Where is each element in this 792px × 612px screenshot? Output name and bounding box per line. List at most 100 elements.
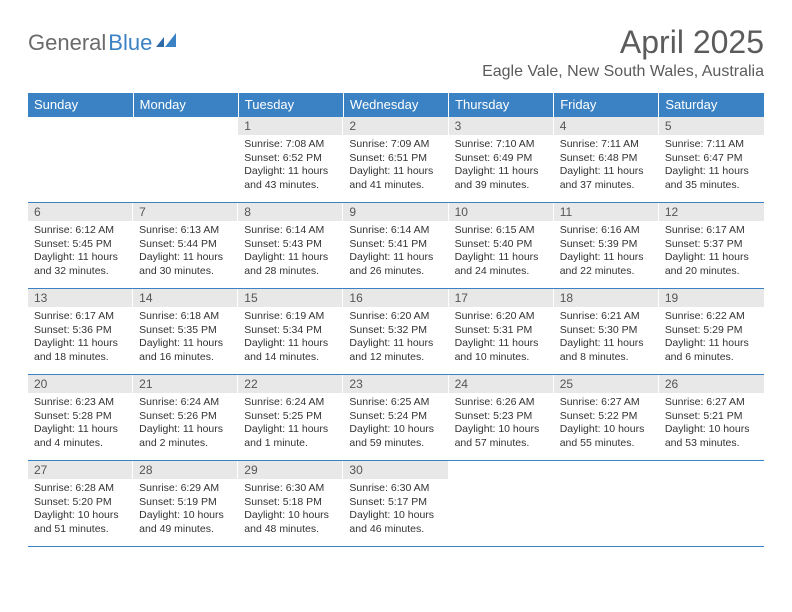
day-number: 13 <box>28 289 133 307</box>
day-number: 24 <box>449 375 554 393</box>
sunrise-text: Sunrise: 7:08 AM <box>244 138 337 152</box>
calendar-day-cell: 1Sunrise: 7:08 AMSunset: 6:52 PMDaylight… <box>238 117 343 203</box>
day-header-row: Sunday Monday Tuesday Wednesday Thursday… <box>28 93 764 117</box>
day-body: Sunrise: 6:17 AMSunset: 5:37 PMDaylight:… <box>659 221 764 283</box>
calendar-day-cell: 10Sunrise: 6:15 AMSunset: 5:40 PMDayligh… <box>449 203 554 289</box>
daylight-text: Daylight: 10 hours and 55 minutes. <box>560 423 653 450</box>
daylight-text: Daylight: 10 hours and 59 minutes. <box>349 423 442 450</box>
day-body: Sunrise: 6:17 AMSunset: 5:36 PMDaylight:… <box>28 307 133 369</box>
sunset-text: Sunset: 5:20 PM <box>34 496 127 510</box>
day-number: 15 <box>238 289 343 307</box>
sunset-text: Sunset: 5:24 PM <box>349 410 442 424</box>
sunset-text: Sunset: 6:49 PM <box>455 152 548 166</box>
calendar-week-row: 1Sunrise: 7:08 AMSunset: 6:52 PMDaylight… <box>28 117 764 203</box>
daylight-text: Daylight: 11 hours and 24 minutes. <box>455 251 548 278</box>
page-header: GeneralBlue April 2025 Eagle Vale, New S… <box>28 24 764 81</box>
day-body: Sunrise: 6:24 AMSunset: 5:26 PMDaylight:… <box>133 393 238 455</box>
day-number: 27 <box>28 461 133 479</box>
daylight-text: Daylight: 11 hours and 1 minute. <box>244 423 337 450</box>
sunrise-text: Sunrise: 7:10 AM <box>455 138 548 152</box>
month-title: April 2025 <box>482 24 764 61</box>
logo-word2: Blue <box>108 30 152 56</box>
sunrise-text: Sunrise: 6:14 AM <box>349 224 442 238</box>
day-number: 1 <box>238 117 343 135</box>
calendar-week-row: 27Sunrise: 6:28 AMSunset: 5:20 PMDayligh… <box>28 461 764 547</box>
day-body: Sunrise: 6:19 AMSunset: 5:34 PMDaylight:… <box>238 307 343 369</box>
sunset-text: Sunset: 5:30 PM <box>560 324 653 338</box>
calendar-day-cell: 26Sunrise: 6:27 AMSunset: 5:21 PMDayligh… <box>659 375 764 461</box>
sunrise-text: Sunrise: 6:12 AM <box>34 224 127 238</box>
logo: GeneralBlue <box>28 30 180 56</box>
day-header: Sunday <box>28 93 133 117</box>
calendar-day-cell: 5Sunrise: 7:11 AMSunset: 6:47 PMDaylight… <box>659 117 764 203</box>
daylight-text: Daylight: 11 hours and 12 minutes. <box>349 337 442 364</box>
day-body: Sunrise: 6:23 AMSunset: 5:28 PMDaylight:… <box>28 393 133 455</box>
day-number: 3 <box>449 117 554 135</box>
day-number: 19 <box>659 289 764 307</box>
sunset-text: Sunset: 5:21 PM <box>665 410 758 424</box>
sunset-text: Sunset: 5:18 PM <box>244 496 337 510</box>
sunrise-text: Sunrise: 6:16 AM <box>560 224 653 238</box>
day-body: Sunrise: 6:20 AMSunset: 5:32 PMDaylight:… <box>343 307 448 369</box>
day-number: 21 <box>133 375 238 393</box>
sunset-text: Sunset: 5:35 PM <box>139 324 232 338</box>
daylight-text: Daylight: 11 hours and 39 minutes. <box>455 165 548 192</box>
sunrise-text: Sunrise: 7:11 AM <box>665 138 758 152</box>
calendar-day-cell: 13Sunrise: 6:17 AMSunset: 5:36 PMDayligh… <box>28 289 133 375</box>
sunrise-text: Sunrise: 6:20 AM <box>455 310 548 324</box>
calendar-day-cell: 27Sunrise: 6:28 AMSunset: 5:20 PMDayligh… <box>28 461 133 547</box>
day-body: Sunrise: 6:12 AMSunset: 5:45 PMDaylight:… <box>28 221 133 283</box>
day-number: 4 <box>554 117 659 135</box>
sunset-text: Sunset: 5:29 PM <box>665 324 758 338</box>
calendar-day-cell: 4Sunrise: 7:11 AMSunset: 6:48 PMDaylight… <box>554 117 659 203</box>
day-body: Sunrise: 7:11 AMSunset: 6:47 PMDaylight:… <box>659 135 764 197</box>
day-number: 20 <box>28 375 133 393</box>
day-body: Sunrise: 6:26 AMSunset: 5:23 PMDaylight:… <box>449 393 554 455</box>
day-body: Sunrise: 6:18 AMSunset: 5:35 PMDaylight:… <box>133 307 238 369</box>
day-header: Thursday <box>449 93 554 117</box>
daylight-text: Daylight: 10 hours and 49 minutes. <box>139 509 232 536</box>
calendar-day-cell <box>659 461 764 547</box>
day-number: 11 <box>554 203 659 221</box>
day-number: 25 <box>554 375 659 393</box>
sunset-text: Sunset: 5:19 PM <box>139 496 232 510</box>
sunset-text: Sunset: 5:40 PM <box>455 238 548 252</box>
sunrise-text: Sunrise: 6:17 AM <box>34 310 127 324</box>
day-body: Sunrise: 7:11 AMSunset: 6:48 PMDaylight:… <box>554 135 659 197</box>
day-number: 6 <box>28 203 133 221</box>
calendar-day-cell: 24Sunrise: 6:26 AMSunset: 5:23 PMDayligh… <box>449 375 554 461</box>
sunrise-text: Sunrise: 6:24 AM <box>244 396 337 410</box>
daylight-text: Daylight: 11 hours and 14 minutes. <box>244 337 337 364</box>
calendar-day-cell: 11Sunrise: 6:16 AMSunset: 5:39 PMDayligh… <box>554 203 659 289</box>
calendar-day-cell: 7Sunrise: 6:13 AMSunset: 5:44 PMDaylight… <box>133 203 238 289</box>
sunrise-text: Sunrise: 7:11 AM <box>560 138 653 152</box>
daylight-text: Daylight: 11 hours and 4 minutes. <box>34 423 127 450</box>
day-body: Sunrise: 6:21 AMSunset: 5:30 PMDaylight:… <box>554 307 659 369</box>
day-body: Sunrise: 6:15 AMSunset: 5:40 PMDaylight:… <box>449 221 554 283</box>
daylight-text: Daylight: 11 hours and 18 minutes. <box>34 337 127 364</box>
day-body: Sunrise: 6:16 AMSunset: 5:39 PMDaylight:… <box>554 221 659 283</box>
calendar-body: 1Sunrise: 7:08 AMSunset: 6:52 PMDaylight… <box>28 117 764 547</box>
day-number: 12 <box>659 203 764 221</box>
daylight-text: Daylight: 11 hours and 20 minutes. <box>665 251 758 278</box>
sunset-text: Sunset: 5:32 PM <box>349 324 442 338</box>
calendar-day-cell: 29Sunrise: 6:30 AMSunset: 5:18 PMDayligh… <box>238 461 343 547</box>
sunset-text: Sunset: 5:43 PM <box>244 238 337 252</box>
day-header: Friday <box>554 93 659 117</box>
sunset-text: Sunset: 5:37 PM <box>665 238 758 252</box>
sunrise-text: Sunrise: 7:09 AM <box>349 138 442 152</box>
sunset-text: Sunset: 5:25 PM <box>244 410 337 424</box>
calendar-day-cell: 25Sunrise: 6:27 AMSunset: 5:22 PMDayligh… <box>554 375 659 461</box>
daylight-text: Daylight: 11 hours and 22 minutes. <box>560 251 653 278</box>
sunset-text: Sunset: 5:23 PM <box>455 410 548 424</box>
day-number: 10 <box>449 203 554 221</box>
day-number: 14 <box>133 289 238 307</box>
sunrise-text: Sunrise: 6:24 AM <box>139 396 232 410</box>
calendar-day-cell <box>554 461 659 547</box>
sunset-text: Sunset: 6:51 PM <box>349 152 442 166</box>
calendar-day-cell: 22Sunrise: 6:24 AMSunset: 5:25 PMDayligh… <box>238 375 343 461</box>
sunset-text: Sunset: 5:31 PM <box>455 324 548 338</box>
sunrise-text: Sunrise: 6:27 AM <box>665 396 758 410</box>
day-body: Sunrise: 6:13 AMSunset: 5:44 PMDaylight:… <box>133 221 238 283</box>
day-body: Sunrise: 6:14 AMSunset: 5:41 PMDaylight:… <box>343 221 448 283</box>
